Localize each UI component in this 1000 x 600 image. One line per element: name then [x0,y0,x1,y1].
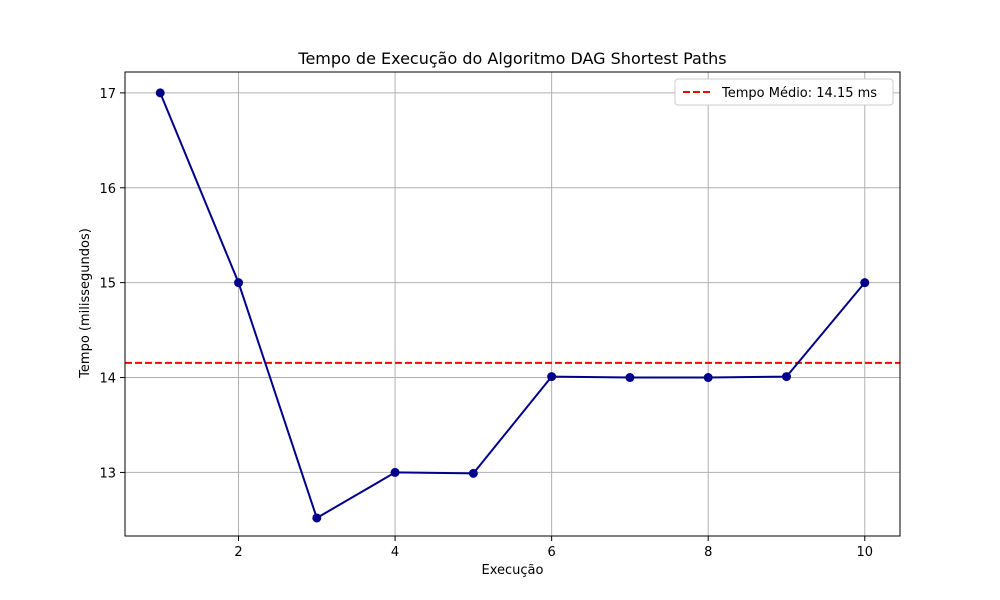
y-tick-label: 14 [99,372,116,387]
legend: Tempo Médio: 14.15 ms [674,78,894,106]
data-point [547,372,557,382]
legend-box [674,78,894,106]
x-tick-label: 2 [234,545,242,560]
data-point [234,278,244,288]
y-tick-label: 15 [99,277,116,292]
data-point [390,467,400,477]
x-axis-label: Execução [482,563,544,578]
data-point [468,468,478,478]
data-point [860,278,870,288]
chart-title: Tempo de Execução do Algoritmo DAG Short… [297,49,726,68]
y-tick-label: 17 [99,87,116,102]
series-group [155,88,870,523]
data-point [625,373,635,383]
series-line [159,92,866,520]
x-tick-label: 6 [548,545,556,560]
axis-ticks: 2 4 6 8 10 13 14 15 16 17 [99,87,873,560]
y-tick-label: 13 [99,466,116,481]
grid [125,72,900,536]
y-tick-label: 16 [99,182,116,197]
legend-label-mean: Tempo Médio: 14.15 ms [721,86,877,101]
plot-frame [124,71,901,537]
data-point [155,88,165,98]
x-tick-label: 4 [391,545,399,560]
x-tick-label: 8 [704,545,712,560]
y-axis-label: Tempo (milissegundos) [78,228,93,379]
data-point [781,372,791,382]
data-point [312,513,322,523]
data-point [703,373,713,383]
x-tick-label: 10 [856,545,873,560]
